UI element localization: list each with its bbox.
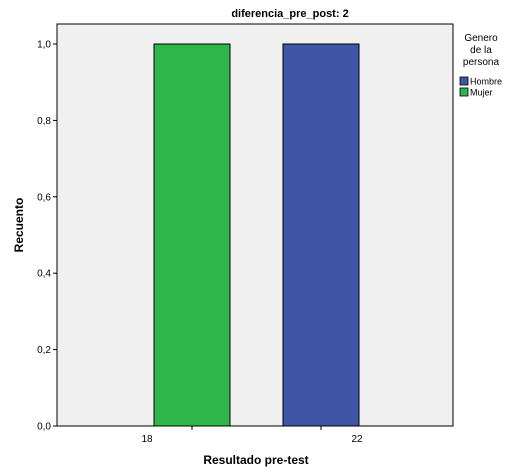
y-tick-label: 0,8 xyxy=(37,116,51,127)
y-axis-label: Recuento xyxy=(12,198,26,253)
y-tick-label: 1,0 xyxy=(37,40,51,51)
x-tick-label: 22 xyxy=(351,434,363,445)
y-tick-label: 0,6 xyxy=(37,192,51,203)
legend-label-hombre: Hombre xyxy=(470,77,502,87)
legend-swatch-hombre xyxy=(459,76,469,86)
y-tick-label: 0,4 xyxy=(37,269,51,280)
bar-mujer-18 xyxy=(153,43,231,427)
legend-title-line-2: de la xyxy=(470,45,492,56)
legend-title-line-1: Genero xyxy=(464,33,498,44)
chart-title: diferencia_pre_post: 2 xyxy=(231,8,348,20)
x-axis-label: Resultado pre-test xyxy=(203,453,308,467)
plot-area xyxy=(56,23,454,427)
bars xyxy=(153,43,360,427)
x-tick-label: 18 xyxy=(141,434,153,445)
legend-label-mujer: Mujer xyxy=(470,88,493,98)
bar-hombre-22 xyxy=(282,43,360,427)
y-axis: 0,0 0,2 0,4 0,6 0,8 1,0 xyxy=(37,40,57,433)
y-tick-label: 0,0 xyxy=(37,422,51,433)
y-tick-label: 0,2 xyxy=(37,345,51,356)
legend-title-line-3: persona xyxy=(463,57,500,68)
x-axis: 18 22 xyxy=(141,426,363,445)
legend-swatch-mujer xyxy=(459,87,469,97)
